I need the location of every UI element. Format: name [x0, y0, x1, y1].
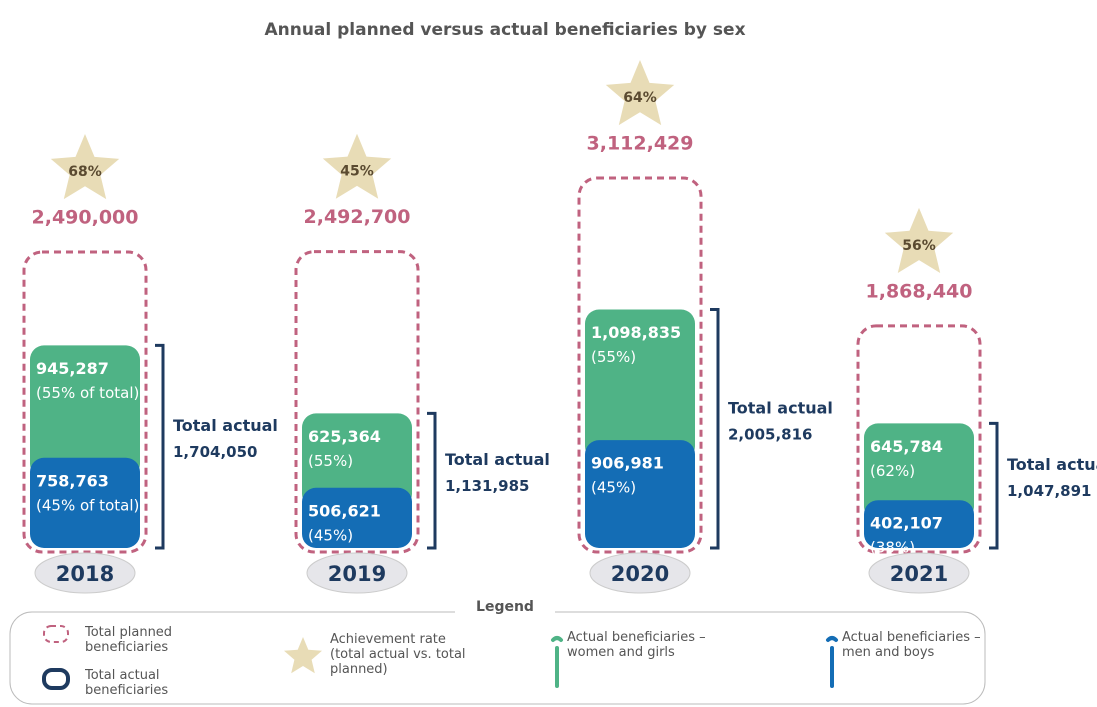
segment-share: (45%)	[591, 479, 636, 497]
legend-person-icon	[826, 636, 838, 688]
men-bar	[585, 440, 695, 548]
segment-share: (62%)	[870, 462, 915, 480]
total-value: 2,005,816	[728, 425, 812, 443]
segment-share: (55% of total)	[36, 384, 139, 402]
segment-share: (45% of total)	[36, 496, 139, 514]
year-label: 2018	[56, 562, 114, 586]
achievement-label: 45%	[340, 164, 374, 180]
chart-title: Annual planned versus actual beneficiari…	[264, 20, 745, 40]
legend-series-2-text: Actual beneficiaries – men and boys	[842, 630, 981, 660]
women-bar	[864, 423, 974, 521]
segment-value: 758,763	[36, 471, 109, 490]
achievement-label: 64%	[623, 90, 657, 106]
segment-value: 645,784	[870, 437, 943, 456]
legend-planned: Total planned beneficiaries	[85, 625, 173, 655]
legend-series-1-text: Actual beneficiaries – women and girls	[567, 630, 706, 660]
achievement-star	[50, 134, 120, 200]
total-label: Total actual	[728, 398, 833, 417]
legend-series-1: Actual beneficiaries – women and girls	[567, 630, 706, 660]
planned-box	[577, 176, 703, 554]
segment-share: (55%)	[591, 348, 636, 366]
year-label: 2019	[328, 562, 386, 586]
year-pill	[589, 552, 691, 594]
men-bar	[30, 457, 140, 548]
legend-planned-text: Total planned beneficiaries	[85, 625, 173, 655]
planned-label: 1,868,440	[866, 280, 973, 302]
women-bar	[302, 413, 412, 508]
segment-value: 1,098,835	[591, 323, 681, 342]
segment-value: 625,364	[308, 427, 381, 446]
achievement-star	[322, 133, 392, 199]
year-label: 2021	[890, 562, 948, 586]
segment-value: 402,107	[870, 514, 943, 533]
planned-label: 2,490,000	[32, 206, 139, 228]
achievement-label: 68%	[68, 164, 102, 180]
total-bracket	[710, 308, 720, 550]
legend-title: Legend	[476, 599, 534, 615]
segment-value: 945,287	[36, 359, 109, 378]
segment-value: 506,621	[308, 501, 381, 520]
women-bar	[585, 309, 695, 461]
achievement-star	[605, 60, 675, 126]
legend-actual-icon	[42, 668, 70, 690]
men-bar	[864, 500, 974, 548]
men-bar	[302, 487, 412, 548]
segment-value: 906,981	[591, 454, 664, 473]
planned-box	[294, 250, 420, 554]
legend-person-icon	[551, 636, 563, 688]
legend-achievement-text: Achievement rate (total actual vs. total…	[330, 632, 466, 677]
segment-share: (38%)	[870, 539, 915, 557]
total-label: Total actual	[1007, 455, 1097, 474]
segment-share: (45%)	[308, 526, 353, 544]
year-label: 2020	[611, 562, 669, 586]
planned-box	[22, 250, 148, 554]
legend-series-2: Actual beneficiaries – men and boys	[842, 630, 981, 660]
legend-actual: Total actual beneficiaries	[85, 668, 169, 698]
legend-achievement: Achievement rate (total actual vs. total…	[330, 632, 466, 677]
legend-star-icon	[284, 637, 322, 674]
planned-label: 2,492,700	[304, 206, 411, 228]
planned-label: 3,112,429	[587, 133, 694, 155]
year-pill	[306, 552, 408, 594]
total-value: 1,704,050	[173, 443, 257, 461]
segment-share: (55%)	[308, 452, 353, 470]
total-value: 1,047,891	[1007, 482, 1091, 500]
total-bracket	[155, 343, 165, 550]
achievement-label: 56%	[902, 238, 936, 254]
total-label: Total actual	[445, 450, 550, 469]
legend-planned-icon	[43, 625, 69, 643]
planned-box	[856, 324, 982, 554]
total-bracket	[427, 411, 437, 550]
year-pill	[868, 552, 970, 594]
total-value: 1,131,985	[445, 477, 529, 495]
women-bar	[30, 345, 140, 478]
total-label: Total actual	[173, 416, 278, 435]
legend-actual-text: Total actual beneficiaries	[85, 668, 169, 698]
year-pill	[34, 552, 136, 594]
legend-title-bg	[455, 598, 555, 616]
achievement-star	[884, 207, 954, 273]
total-bracket	[989, 421, 999, 550]
